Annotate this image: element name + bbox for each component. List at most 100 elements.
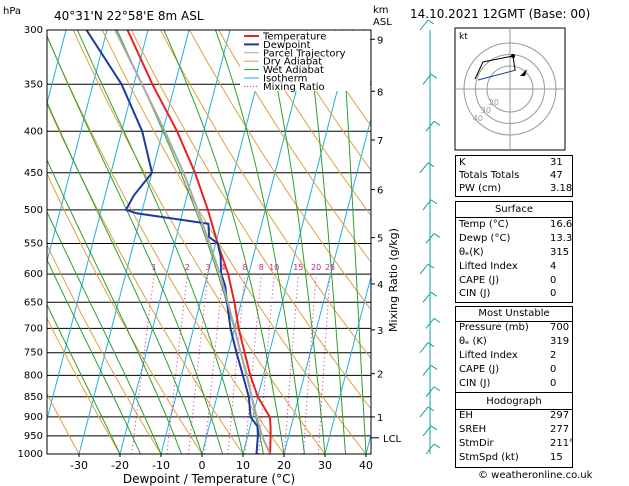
k-index-label: K bbox=[459, 157, 466, 168]
dry-adiabat bbox=[276, 30, 371, 172]
eh-value: 297 bbox=[550, 410, 570, 421]
axis-layer: 1 2 3 4 8 8 10 15 20 2530035040045050055060065070… bbox=[18, 25, 402, 472]
wet-adiabat bbox=[47, 210, 162, 454]
wind-barb-flag bbox=[427, 406, 435, 412]
mixing-ratio-tick-label: 3 bbox=[205, 263, 210, 272]
wet-adiabat bbox=[215, 30, 305, 454]
km-unit-label: km bbox=[373, 5, 389, 16]
parcel-trajectory-line bbox=[114, 30, 272, 454]
mixing-ratio-line bbox=[204, 274, 224, 454]
isotherm-line bbox=[283, 116, 371, 454]
wind-barb-flag bbox=[430, 199, 438, 205]
wind-barb bbox=[422, 291, 432, 303]
dry-adiabat bbox=[47, 243, 162, 454]
dry-adiabat bbox=[47, 103, 244, 454]
wind-barb bbox=[425, 443, 435, 455]
wind-barb-flag bbox=[430, 291, 438, 297]
dry-adiabat bbox=[130, 30, 371, 410]
pw-label: PW (cm) bbox=[459, 183, 502, 194]
wet-adiabat bbox=[47, 34, 223, 454]
stmdir-label: StmDir bbox=[459, 438, 494, 449]
dry-adiabat bbox=[159, 30, 371, 360]
hodograph-table: Hodograph EH 297 SREH 277 StmDir 211° StmSp… bbox=[455, 392, 575, 468]
wind-barb-flag bbox=[433, 233, 441, 238]
wind-barb-flag bbox=[427, 19, 435, 25]
isotherm-line bbox=[201, 30, 313, 454]
mu-theta-value: 319 bbox=[550, 336, 570, 347]
dry-adiabat bbox=[189, 30, 371, 311]
wind-barb-flag bbox=[430, 73, 438, 79]
mu-li-label: Lifted Index bbox=[459, 350, 518, 361]
hodograph-point bbox=[511, 54, 515, 58]
surface-temp-value: 16.6 bbox=[550, 219, 573, 230]
wind-barb bbox=[425, 233, 435, 244]
eh-label: EH bbox=[459, 410, 473, 421]
mixing-ratio-line bbox=[131, 274, 155, 454]
surface-dewp-value: 13.3 bbox=[550, 233, 573, 244]
isotherm-line bbox=[78, 30, 190, 454]
mu-li-value: 2 bbox=[550, 350, 557, 361]
mixing-ratio-tick-label: 10 bbox=[269, 263, 279, 272]
isotherm-line bbox=[47, 30, 149, 422]
wind-barbs bbox=[419, 19, 441, 455]
x-tick-label: 0 bbox=[199, 459, 206, 472]
surface-cape-label: CAPE (J) bbox=[459, 275, 500, 286]
km-tick-label: 2 bbox=[377, 370, 383, 381]
wet-adiabat bbox=[163, 30, 285, 454]
surface-temp-label: Temp (°C) bbox=[459, 219, 509, 230]
pressure-tick-label: 450 bbox=[24, 168, 43, 179]
isotherm-line bbox=[119, 30, 231, 454]
wind-barb-flag bbox=[427, 263, 435, 269]
surface-theta-value: 315 bbox=[550, 247, 570, 258]
stmdir-value: 211° bbox=[550, 438, 575, 449]
footer-credit: © weatheronline.co.uk bbox=[478, 470, 593, 481]
hodograph-ring-label: 30 bbox=[481, 106, 491, 115]
datetime-label: 14.10.2021 12GMT (Base: 00) bbox=[410, 7, 591, 21]
mu-pressure-value: 700 bbox=[550, 322, 570, 333]
isotherm-line bbox=[47, 30, 108, 264]
legend-bg bbox=[240, 31, 370, 91]
mixing-ratio-tick-label: 8 bbox=[259, 263, 264, 272]
dry-adiabat bbox=[247, 30, 371, 217]
indices-table: K 31 Totals Totals 47 PW (cm) 3.18 bbox=[455, 155, 573, 197]
most-unstable-title: Most Unstable bbox=[478, 308, 550, 319]
wet-adiabat bbox=[47, 258, 141, 454]
hodograph-ring-label: 20 bbox=[489, 98, 499, 107]
pressure-tick-label: 950 bbox=[24, 431, 43, 442]
pressure-tick-label: 350 bbox=[24, 79, 43, 90]
wind-barb bbox=[425, 120, 435, 132]
lcl-label: LCL bbox=[383, 434, 402, 445]
hodograph-segment bbox=[477, 69, 517, 81]
wind-barb bbox=[419, 19, 429, 31]
x-tick-label: 30 bbox=[318, 459, 332, 472]
legend-item: Dewpoint bbox=[263, 40, 311, 51]
surface-cin-value: 0 bbox=[550, 288, 557, 299]
pressure-tick-label: 850 bbox=[24, 392, 43, 403]
wind-barb-flag bbox=[427, 162, 435, 168]
wind-barb bbox=[419, 342, 429, 354]
x-tick-label: -10 bbox=[152, 459, 170, 472]
temperature-line bbox=[126, 30, 272, 454]
pressure-tick-label: 700 bbox=[24, 323, 43, 334]
hodograph-trace bbox=[474, 55, 516, 80]
km-tick-label: 1 bbox=[377, 413, 383, 424]
pw-value: 3.18 bbox=[550, 183, 573, 194]
mixing-ratio-line bbox=[244, 274, 262, 454]
wind-barb bbox=[425, 386, 435, 398]
wind-barb bbox=[422, 73, 432, 85]
dewpoint-line bbox=[85, 30, 259, 454]
legend-item: Dry Adiabat bbox=[263, 57, 322, 68]
surface-theta-label: θₑ(K) bbox=[459, 247, 484, 258]
wind-barb bbox=[419, 263, 429, 275]
x-axis-title: Dewpoint / Temperature (°C) bbox=[123, 472, 295, 486]
wind-barb bbox=[422, 199, 432, 211]
km-tick-label: 9 bbox=[377, 35, 383, 46]
mixing-ratio-line bbox=[284, 274, 299, 454]
mu-pressure-label: Pressure (mb) bbox=[459, 322, 529, 333]
pressure-tick-label: 800 bbox=[24, 370, 43, 381]
wind-barb-flag bbox=[433, 443, 441, 449]
grid-layer bbox=[47, 30, 371, 454]
isotherm-line bbox=[47, 30, 67, 106]
mixing-ratio-line bbox=[302, 274, 317, 454]
